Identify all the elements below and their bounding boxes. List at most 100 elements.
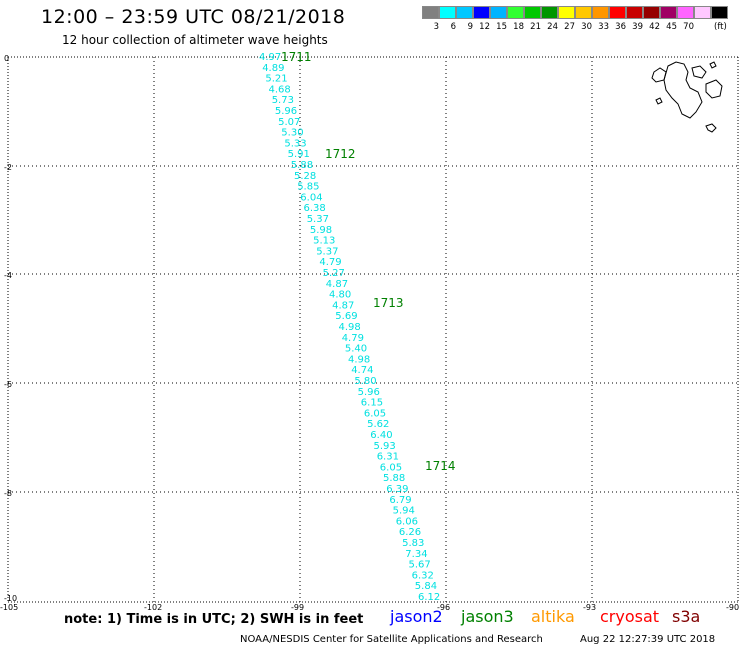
wave-height-value: 5.88: [383, 473, 405, 484]
wave-height-value: 5.94: [393, 506, 415, 517]
wave-height-value: 5.88: [291, 160, 313, 171]
wave-height-value: 6.32: [412, 570, 434, 581]
legend-swatch: [660, 6, 677, 19]
wave-height-value: 5.07: [278, 117, 300, 128]
lat-tick-label: 0: [4, 54, 9, 63]
wave-height-value: 5.40: [345, 344, 367, 355]
legend-label: 6: [450, 22, 456, 32]
wave-height-value: 5.83: [402, 538, 424, 549]
wave-height-value: 6.12: [418, 592, 440, 603]
page-title: 12:00 – 23:59 UTC 08/21/2018: [41, 6, 346, 28]
lat-tick-label: -10: [4, 594, 17, 603]
wave-height-value: 5.96: [358, 387, 380, 398]
legend-swatch: [422, 6, 439, 19]
lat-tick-label: -4: [4, 271, 12, 280]
island-marchena: [709, 61, 717, 69]
galapagos-islands: [651, 61, 723, 133]
wave-height-value: 4.98: [339, 322, 361, 333]
wave-height-value: 7.34: [405, 549, 427, 560]
wave-height-value: 4.74: [351, 365, 373, 376]
lon-tick-label: -96: [437, 603, 450, 612]
satellite-label-cryosat: cryosat: [600, 607, 660, 626]
satellite-label-jason2: jason2: [390, 607, 443, 626]
legend-unit: (ft): [714, 22, 727, 32]
wave-height-value: 6.31: [377, 452, 399, 463]
legend-label: 27: [564, 22, 575, 32]
pass-time-label: 1711: [281, 50, 312, 64]
wave-height-value: 4.98: [348, 354, 370, 365]
altimeter-track: 4.974.895.214.685.735.965.075.305.335.91…: [259, 52, 440, 603]
wave-height-value: 4.87: [326, 279, 348, 290]
color-legend: 3 6 9 12 15 18 21 24 27 30 33 36 39 42 45 70 (ft): [422, 6, 728, 32]
legend-label: 30: [581, 22, 592, 32]
legend-swatch: [592, 6, 609, 19]
wave-height-value: 5.37: [316, 246, 338, 257]
wave-height-value: 5.84: [415, 581, 437, 592]
wave-height-value: 6.79: [389, 495, 411, 506]
legend-label: 9: [467, 22, 473, 32]
legend-label: 45: [666, 22, 677, 32]
wave-height-value: 6.38: [304, 203, 326, 214]
wave-height-value: 6.04: [300, 192, 322, 203]
legend-swatch: [456, 6, 473, 19]
pass-time-labels: 1711 1712 1713 1714: [281, 50, 456, 473]
wave-height-value: 6.05: [380, 462, 402, 473]
wave-height-value: 6.05: [364, 408, 386, 419]
lat-tick-label: -8: [4, 489, 12, 498]
wave-height-value: 6.40: [370, 430, 392, 441]
legend-label: 42: [649, 22, 660, 32]
legend-swatch: [643, 6, 660, 19]
pass-time-label: 1712: [325, 147, 356, 161]
legend-label: 33: [598, 22, 609, 32]
wave-height-value: 4.79: [319, 257, 341, 268]
legend-swatch: [473, 6, 490, 19]
wave-height-value: 5.96: [275, 106, 297, 117]
wave-height-value: 6.15: [361, 398, 383, 409]
wave-height-value: 4.80: [329, 290, 351, 301]
wave-height-value: 5.73: [272, 95, 294, 106]
wave-height-value: 5.69: [335, 311, 357, 322]
legend-swatch: [490, 6, 507, 19]
island-small: [655, 97, 663, 105]
page-subtitle: 12 hour collection of altimeter wave hei…: [62, 33, 328, 47]
legend-swatch: [439, 6, 456, 19]
legend-swatch: [524, 6, 541, 19]
island-fernandina: [651, 67, 667, 83]
legend-swatch: [541, 6, 558, 19]
wave-height-value: 5.85: [297, 182, 319, 193]
island-santiago: [691, 65, 707, 79]
legend-swatch: [711, 6, 728, 19]
legend-swatch: [694, 6, 711, 19]
legend-swatch: [677, 6, 694, 19]
satellite-label-jason3: jason3: [461, 607, 514, 626]
legend-label: 15: [496, 22, 507, 32]
wave-height-value: 5.30: [281, 128, 303, 139]
lon-tick-label: -102: [144, 603, 162, 612]
pass-time-label: 1714: [425, 459, 456, 473]
wave-height-value: 6.26: [399, 527, 421, 538]
wave-height-value: 5.33: [284, 138, 306, 149]
wave-height-value: 5.67: [409, 560, 431, 571]
timestamp-text: Aug 22 12:27:39 UTC 2018: [580, 634, 716, 645]
legend-label: 70: [683, 22, 694, 32]
legend-swatch: [558, 6, 575, 19]
wave-height-value: 5.37: [307, 214, 329, 225]
pass-time-label: 1713: [373, 296, 404, 310]
legend-swatch: [626, 6, 643, 19]
legend-label: 39: [632, 22, 643, 32]
lon-tick-label: -105: [0, 603, 18, 612]
legend-labels: 3 6 9 12 15 18 21 24 27 30 33 36 39 42 45 70: [422, 22, 728, 32]
wave-height-value: 5.21: [265, 74, 287, 85]
satellite-label-s3a: s3a: [672, 607, 701, 626]
wave-height-value: 4.79: [342, 333, 364, 344]
satellite-label-altika: altika: [531, 607, 575, 626]
wave-height-value: 6.39: [386, 484, 408, 495]
legend-swatch: [507, 6, 524, 19]
legend-label: 24: [547, 22, 558, 32]
wave-height-value: 4.89: [262, 63, 284, 74]
footer-note: note: 1) Time is in UTC; 2) SWH is in fe…: [64, 612, 364, 627]
lon-tick-label: -99: [291, 603, 304, 612]
lon-tick-label: -93: [583, 603, 596, 612]
wave-height-value: 4.68: [269, 84, 291, 95]
